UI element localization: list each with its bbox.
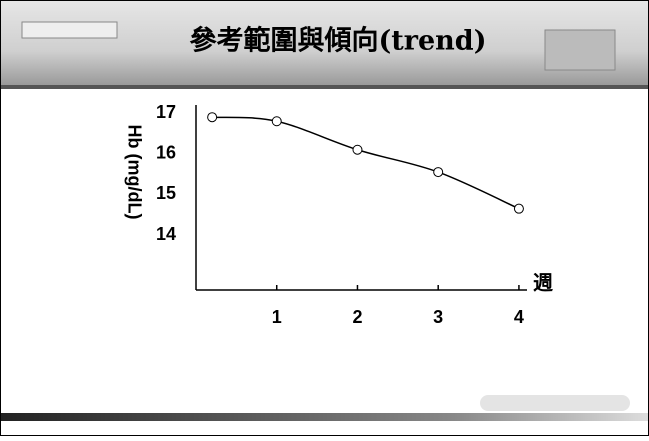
y-tick-label: 16	[156, 143, 176, 163]
data-point	[353, 145, 362, 154]
header-rule	[1, 85, 648, 89]
x-axis-label: 週	[533, 271, 553, 295]
y-tick-label: 15	[156, 183, 176, 203]
logo	[22, 22, 117, 38]
data-point	[434, 168, 443, 177]
x-tick-label: 4	[514, 307, 524, 327]
data-point	[272, 117, 281, 126]
footer-image	[480, 395, 630, 411]
y-tick-label: 17	[156, 102, 176, 122]
footer-band	[1, 413, 648, 421]
slide-title: 參考範圍與傾向(trend)	[190, 25, 487, 57]
data-point	[208, 113, 217, 122]
building-image	[545, 30, 615, 70]
x-tick-label: 3	[433, 307, 443, 327]
y-axis-label: Hb (mg/dL)	[124, 125, 144, 220]
data-point	[514, 204, 523, 213]
x-tick-label: 2	[352, 307, 362, 327]
slide: 參考範圍與傾向(trend) 14 15 16 17 1 2 3 4週 Hb (mg/dL)	[0, 0, 649, 436]
x-tick-label: 1	[272, 307, 282, 327]
page: 參考範圍與傾向(trend) 141516171234週Hb (mg/dL) (…	[0, 0, 649, 441]
y-tick-label: 14	[156, 224, 176, 244]
